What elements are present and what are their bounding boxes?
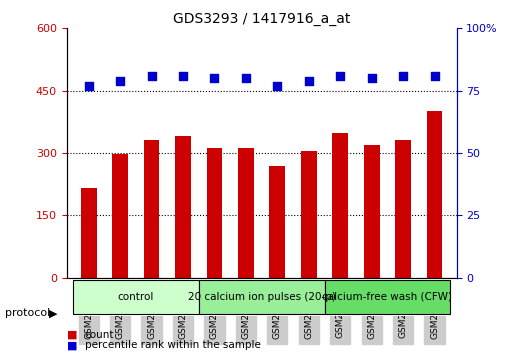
Point	[147, 73, 155, 79]
Text: protocol: protocol	[5, 308, 50, 318]
Point	[85, 83, 93, 88]
Point	[399, 73, 407, 79]
Bar	[175, 136, 191, 278]
Text: count: count	[85, 330, 114, 339]
Point	[210, 75, 219, 81]
Point	[242, 75, 250, 81]
Point	[305, 78, 313, 84]
Title: GDS3293 / 1417916_a_at: GDS3293 / 1417916_a_at	[173, 12, 350, 26]
FancyBboxPatch shape	[73, 280, 199, 314]
Bar	[301, 151, 317, 278]
FancyBboxPatch shape	[199, 280, 325, 314]
Bar	[364, 145, 380, 278]
Bar	[427, 112, 442, 278]
Text: 20 calcium ion pulses (20-p): 20 calcium ion pulses (20-p)	[188, 292, 336, 302]
Bar	[207, 148, 222, 278]
Point	[179, 73, 187, 79]
Text: ■: ■	[67, 340, 77, 350]
Text: calcium-free wash (CFW): calcium-free wash (CFW)	[322, 292, 452, 302]
Point	[116, 78, 124, 84]
Bar	[144, 141, 160, 278]
Text: control: control	[117, 292, 154, 302]
Bar	[81, 188, 96, 278]
Bar	[238, 148, 254, 278]
Text: ■: ■	[67, 330, 77, 339]
Bar	[395, 141, 411, 278]
Point	[273, 83, 282, 88]
Point	[368, 75, 376, 81]
Bar	[269, 166, 285, 278]
Bar	[112, 154, 128, 278]
Text: ▶: ▶	[49, 308, 57, 318]
Point	[336, 73, 344, 79]
Text: percentile rank within the sample: percentile rank within the sample	[85, 340, 261, 350]
FancyBboxPatch shape	[325, 280, 450, 314]
Bar	[332, 133, 348, 278]
Point	[430, 73, 439, 79]
